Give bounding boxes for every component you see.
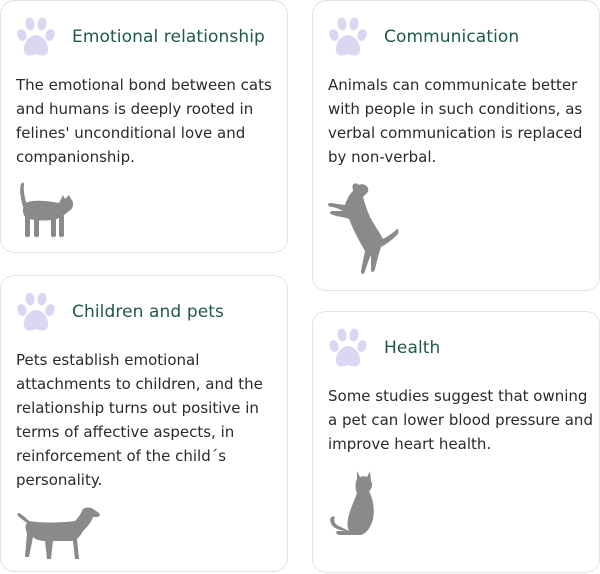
card-children-and-pets: Children and pets Pets establish emotion… [0, 275, 288, 572]
card-communication: Communication Animals can communicate be… [312, 0, 600, 291]
paw-icon [17, 17, 55, 56]
card-emotional-relationship: Emotional relationship The emotional bon… [0, 0, 288, 253]
card-title: Health [384, 338, 441, 358]
card-description: Animals can communicate better with peop… [328, 76, 583, 166]
dog-jumping-icon [328, 183, 399, 274]
card-header: Children and pets [16, 290, 277, 334]
paw-icon [329, 328, 367, 367]
cat-sitting-icon [330, 471, 374, 535]
dog-standing-icon [17, 507, 100, 559]
card-header: Communication [328, 15, 589, 59]
card-health: Health Some studies suggest that owning … [312, 311, 600, 573]
paw-icon [329, 17, 367, 56]
cat-walking-icon [20, 182, 74, 237]
card-title: Emotional relationship [72, 27, 265, 47]
card-title: Children and pets [72, 302, 224, 322]
card-title: Communication [384, 27, 520, 47]
card-header: Emotional relationship [16, 15, 277, 59]
card-description: Pets establish emotional attachments to … [16, 351, 263, 489]
card-description: Some studies suggest that owning a pet c… [328, 387, 593, 453]
paw-icon [17, 292, 55, 331]
card-description: The emotional bond between cats and huma… [16, 76, 272, 166]
card-header: Health [328, 326, 589, 370]
